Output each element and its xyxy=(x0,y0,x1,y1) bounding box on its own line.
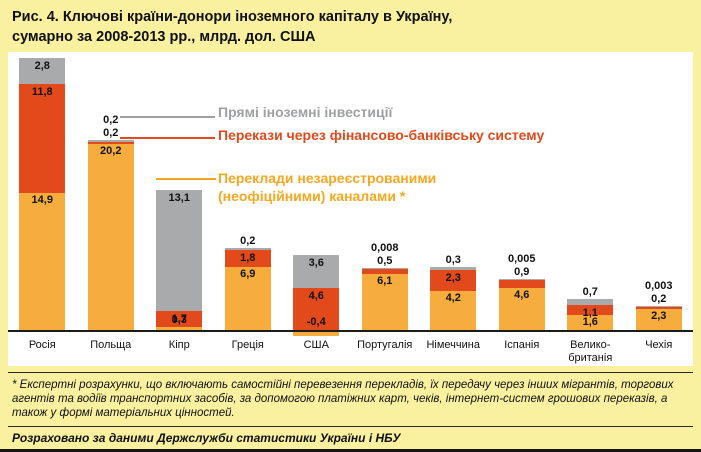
bar-segment-unofficial xyxy=(361,274,408,330)
legend-unofficial: Переклади незареєстрованими (неофіційним… xyxy=(218,170,437,204)
bar-segment-fdi xyxy=(430,267,477,270)
value-label: 4,2 xyxy=(445,292,461,304)
legend-fdi: Прямі іноземні інвестиції xyxy=(218,104,393,120)
value-label: 0,008 xyxy=(370,242,399,254)
value-label: 0,3 xyxy=(171,314,187,326)
bar-segment-fdi xyxy=(498,279,545,280)
bar-segment-bank xyxy=(430,270,477,291)
bar-segment-bank xyxy=(361,269,408,274)
value-label: 0,2 xyxy=(103,127,119,139)
x-axis-label: Велико-британія xyxy=(568,339,613,364)
value-label: 0,2 xyxy=(103,114,119,126)
value-label: 6,1 xyxy=(377,275,393,287)
figure-title-line2: сумарно за 2008-2013 рр., млрд. дол. США xyxy=(12,29,316,45)
bank-leader-line xyxy=(120,137,215,139)
x-axis-label: Португалія xyxy=(357,339,413,351)
footnote: * Експертні розрахунки, що включають сам… xyxy=(8,372,693,423)
bar-segment-bank xyxy=(293,288,340,330)
bar-segment-unofficial xyxy=(19,193,66,330)
bar-segment-fdi xyxy=(19,58,66,84)
value-label: 2,3 xyxy=(651,310,667,322)
value-label: 6,9 xyxy=(240,268,256,280)
value-label: 2,8 xyxy=(34,60,50,72)
value-label: 0,7 xyxy=(582,286,598,298)
x-axis-label: Чехія xyxy=(645,339,673,351)
x-axis-label: Іспанія xyxy=(504,339,540,351)
fdi-leader-line xyxy=(120,116,215,118)
bar-segment-fdi xyxy=(224,248,271,250)
value-label: 0,005 xyxy=(507,253,536,265)
bar-segment-unofficial xyxy=(498,288,545,330)
x-axis-label: США xyxy=(303,339,329,351)
x-axis-label: Греція xyxy=(231,339,264,351)
legend-bank: Перекази через фінансово-банківську сист… xyxy=(218,127,545,143)
bar-segment-bank xyxy=(156,311,203,327)
plot: Прямі іноземні інвестиції Перекази через… xyxy=(8,52,693,366)
x-axis-label: Німеччина xyxy=(426,339,480,351)
source: Розраховано за даними Держслужби статист… xyxy=(8,426,693,445)
value-label: 4,6 xyxy=(308,290,324,302)
value-label: 2,3 xyxy=(445,272,461,284)
value-label: 0,3 xyxy=(445,254,461,266)
x-axis-line xyxy=(8,330,693,332)
unofficial-leader-line xyxy=(156,178,216,180)
bar-segment-fdi xyxy=(567,299,614,305)
bottom-border-rule xyxy=(0,449,701,452)
value-label: 1,7 xyxy=(171,313,187,325)
value-label: 4,6 xyxy=(514,289,530,301)
bar-segment-fdi xyxy=(293,255,340,288)
bar-segment-bank xyxy=(224,250,271,267)
bar-segment-fdi xyxy=(635,306,682,307)
value-label: 13,1 xyxy=(168,192,190,204)
value-label: -0,4 xyxy=(306,316,326,328)
x-axis-label: Кіпр xyxy=(168,339,190,351)
x-axis-label: Росія xyxy=(28,339,56,351)
value-label: 1,1 xyxy=(582,307,598,319)
bar-segment-bank xyxy=(498,280,545,288)
bar-segment-fdi xyxy=(361,268,408,269)
bar-segment-unofficial xyxy=(87,144,134,330)
bar-segment-unofficial xyxy=(293,332,340,336)
value-label: 0,5 xyxy=(377,255,393,267)
figure-title-line1: Рис. 4. Ключові країни-донори іноземного… xyxy=(12,9,453,25)
value-label: 11,8 xyxy=(31,86,53,98)
value-label: 14,9 xyxy=(31,194,53,206)
x-axis-label: Польща xyxy=(90,339,132,351)
bar-segment-unofficial xyxy=(430,291,477,330)
value-label: 0,003 xyxy=(644,280,673,292)
bar-segment-bank xyxy=(635,307,682,309)
value-label: 3,6 xyxy=(308,257,324,269)
figure-title: Рис. 4. Ключові країни-донори іноземного… xyxy=(0,0,701,50)
bar-segment-fdi xyxy=(156,190,203,311)
bar-segment-unofficial xyxy=(567,315,614,330)
bar-segment-bank xyxy=(19,84,66,193)
value-label: 0,2 xyxy=(240,235,256,247)
bar-segment-bank xyxy=(567,305,614,315)
bar-segment-fdi xyxy=(87,140,134,142)
bar-segment-unofficial xyxy=(156,327,203,330)
value-label: 0,9 xyxy=(514,266,530,278)
value-label: 1,8 xyxy=(240,252,256,264)
value-label: 1,6 xyxy=(582,316,598,328)
value-label: 0,2 xyxy=(651,293,667,305)
bar-segment-unofficial xyxy=(635,309,682,330)
bar-segment-unofficial xyxy=(224,267,271,330)
bar-segment-bank xyxy=(87,142,134,144)
value-label: 20,2 xyxy=(100,145,122,157)
